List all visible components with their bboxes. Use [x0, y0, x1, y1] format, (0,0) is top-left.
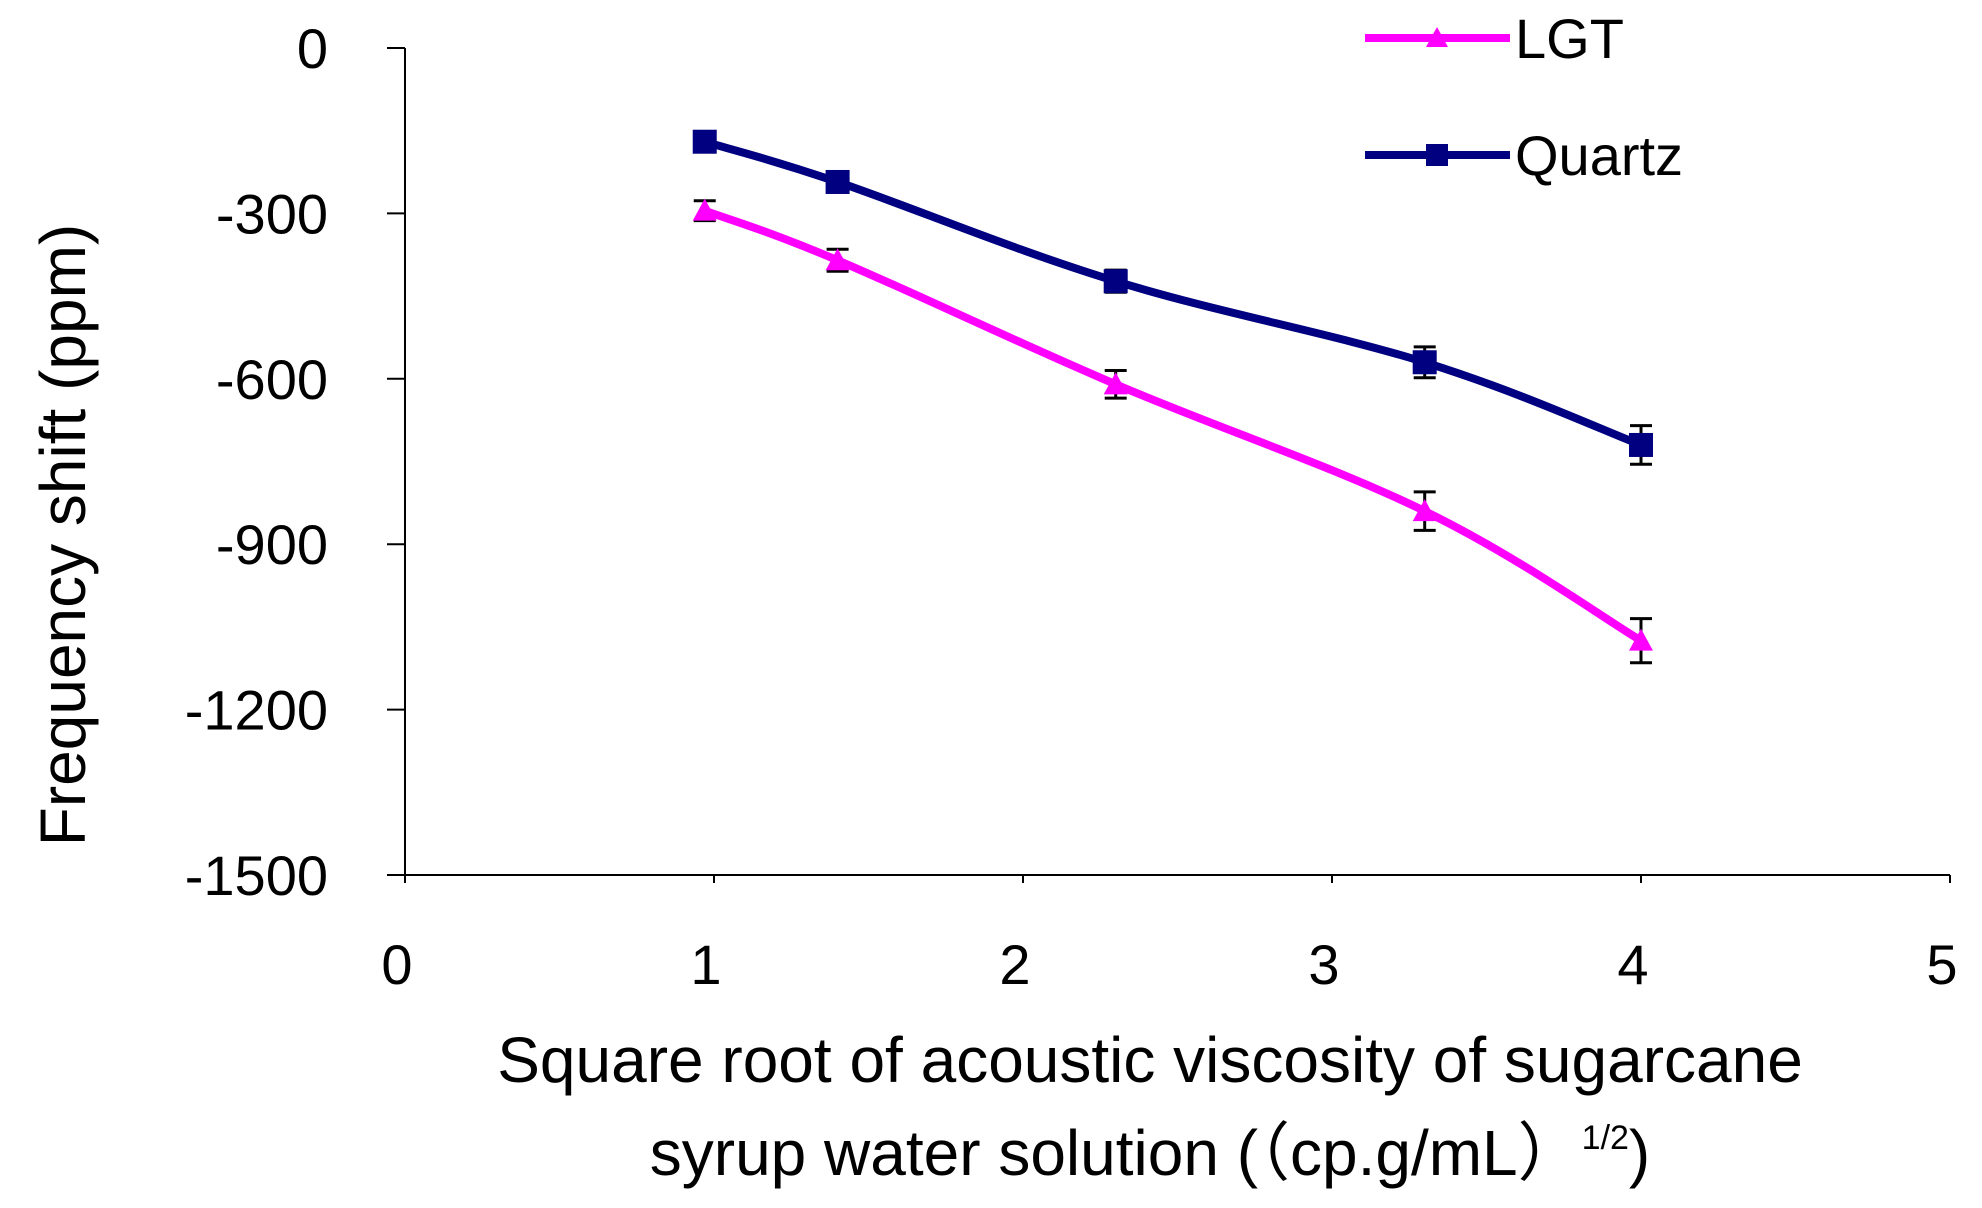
x-axis-title-line1: Square root of acoustic viscosity of sug… — [497, 1024, 1803, 1096]
legend-quartz-label: Quartz — [1515, 124, 1683, 187]
series-lgt — [692, 198, 1653, 665]
data-point — [1103, 269, 1128, 294]
series-layer — [692, 129, 1653, 665]
data-point — [1412, 350, 1437, 375]
y-tick-label: -300 — [216, 182, 328, 245]
legend: LGT Quartz — [1365, 7, 1683, 187]
series-quartz — [692, 129, 1653, 466]
x-axis-title-end: ) — [1629, 1117, 1650, 1189]
legend-item-quartz: Quartz — [1365, 124, 1683, 187]
data-point — [1103, 372, 1128, 395]
series-line-lgt — [703, 206, 1644, 645]
x-tick-label: 2 — [999, 933, 1030, 996]
y-axis-title: Frequency shift (ppm) — [27, 224, 99, 846]
x-tick-label: 4 — [1617, 933, 1648, 996]
data-point — [1629, 628, 1653, 651]
data-point — [1629, 432, 1653, 457]
legend-item-lgt: LGT — [1365, 7, 1624, 70]
x-tick-label: 5 — [1926, 933, 1957, 996]
x-axis-title-line2: syrup water solution (（cp.g/mL）1/2) — [650, 1117, 1650, 1189]
x-axis-title-sup: 1/2 — [1582, 1119, 1629, 1157]
x-tick-label: 1 — [690, 933, 721, 996]
legend-lgt-label: LGT — [1515, 7, 1624, 70]
legend-lgt-marker — [1426, 27, 1448, 47]
y-tick-label: -900 — [216, 513, 328, 576]
axes: 0 -300 -600 -900 -1200 -1500 0 1 2 3 4 5 — [185, 17, 1958, 996]
data-point — [825, 169, 850, 194]
x-ticks: 0 1 2 3 4 5 — [381, 875, 1958, 996]
x-tick-label: 3 — [1308, 933, 1339, 996]
y-tick-label: 0 — [297, 17, 328, 80]
data-point — [825, 248, 850, 271]
data-point — [692, 198, 717, 221]
x-tick-label: 0 — [381, 933, 412, 996]
y-tick-label: -600 — [216, 348, 328, 411]
series-line-quartz — [703, 137, 1643, 449]
data-point — [1412, 499, 1437, 522]
data-point — [692, 129, 717, 154]
y-ticks: 0 -300 -600 -900 -1200 -1500 — [185, 17, 405, 907]
y-tick-label: -1500 — [185, 844, 328, 907]
y-tick-label: -1200 — [185, 679, 328, 742]
legend-quartz-marker — [1426, 144, 1448, 166]
x-axis-title-main: syrup water solution (（cp.g/mL） — [650, 1117, 1582, 1189]
